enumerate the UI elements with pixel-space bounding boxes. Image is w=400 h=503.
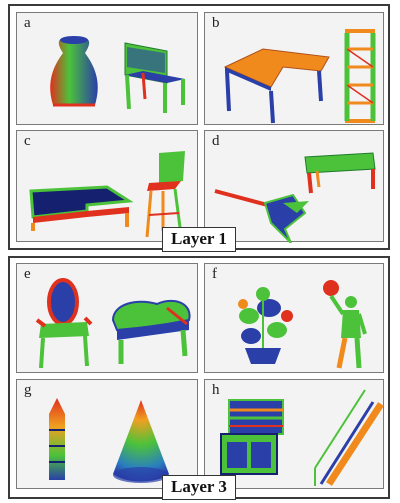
- panel-d: d: [204, 130, 384, 243]
- staircase-shape: [314, 389, 384, 486]
- layer-1-caption: Layer 1: [162, 227, 236, 252]
- armchair-shape: [35, 278, 93, 369]
- layer-1-group: a b: [8, 4, 390, 252]
- person-with-ball-shape: [323, 280, 367, 369]
- bar-stool-shape: [145, 151, 185, 238]
- panel-label: b: [212, 15, 220, 31]
- layer-3-group: e f: [8, 256, 390, 500]
- tower-and-cone-render: [49, 398, 169, 483]
- panel-a: a: [16, 12, 198, 125]
- layer-3-caption: Layer 3: [162, 475, 236, 500]
- panel-label: e: [24, 266, 31, 282]
- panel-label: c: [24, 133, 31, 149]
- plant-and-person-render: [238, 280, 367, 369]
- panel-label: f: [212, 266, 217, 282]
- organ-and-staircase-render: [220, 389, 384, 486]
- armchair-and-piano-render: [35, 278, 191, 369]
- cone-shape: [113, 400, 169, 483]
- table-shape: [29, 185, 134, 231]
- desk-and-shelf-render: [223, 29, 376, 124]
- panel-label: d: [212, 133, 220, 149]
- bench-shape: [304, 152, 376, 194]
- tower-shape: [49, 398, 65, 480]
- panel-c: c: [16, 130, 198, 242]
- chair-shape: [124, 42, 185, 113]
- organ-shape: [220, 399, 284, 475]
- vase-and-chair-render: [50, 36, 185, 113]
- panel-label: a: [24, 15, 31, 31]
- panel-label: g: [24, 382, 32, 398]
- desk-shape: [223, 48, 330, 124]
- panel-h: h: [204, 379, 384, 489]
- piano-shape: [111, 299, 191, 364]
- panel-g: g: [16, 379, 198, 489]
- panel-e: e: [16, 263, 198, 373]
- shelf-shape: [344, 29, 376, 123]
- guitar-and-bench-render: [214, 152, 376, 243]
- vase-shape: [50, 36, 98, 107]
- guitar-shape: [214, 189, 309, 243]
- panel-f: f: [204, 263, 384, 373]
- plant-shape: [238, 287, 293, 364]
- table-and-stool-render: [29, 151, 185, 238]
- panel-b: b: [204, 12, 384, 125]
- panel-label: h: [212, 382, 220, 398]
